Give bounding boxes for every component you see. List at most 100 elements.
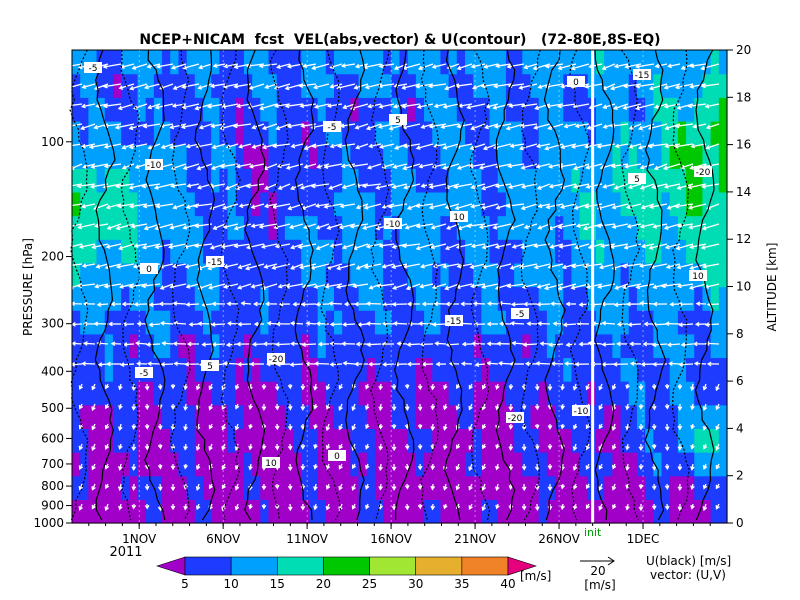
- wind-vector-head: [211, 144, 217, 150]
- wind-vector-head: [486, 341, 492, 347]
- wind-vector-head: [210, 123, 216, 129]
- wind-vector-head: [234, 425, 240, 431]
- speed-cell: [448, 215, 458, 240]
- wind-vector: [107, 223, 122, 230]
- wind-vector-head: [262, 341, 268, 347]
- wind-vector-head: [142, 123, 148, 129]
- speed-cell: [325, 381, 335, 406]
- speed-cell: [211, 428, 220, 453]
- vector-reference-value: 20: [590, 564, 605, 578]
- speed-cell: [276, 404, 286, 429]
- wind-vector: [614, 103, 629, 110]
- wind-vector: [134, 243, 148, 247]
- wind-vector-head: [455, 405, 460, 411]
- speed-cell: [194, 191, 204, 217]
- wind-vector-head: [649, 204, 654, 210]
- speed-cell: [473, 286, 482, 311]
- wind-vector-head: [237, 321, 242, 327]
- speed-cell: [424, 262, 433, 288]
- speed-cell: [489, 73, 499, 98]
- wind-vector: [143, 123, 161, 128]
- wind-vector: [612, 203, 629, 209]
- x-tick-label: 26NOV: [538, 532, 580, 546]
- wind-vector: [614, 183, 629, 189]
- speed-cell: [276, 286, 286, 311]
- wind-vector-head: [365, 424, 370, 430]
- u-contour-label-bg: [633, 69, 651, 80]
- speed-cell: [661, 239, 671, 264]
- wind-vector-head: [368, 285, 374, 290]
- wind-vector: [537, 183, 551, 190]
- speed-cell: [145, 475, 155, 500]
- wind-vector: [252, 123, 265, 129]
- speed-cell: [465, 286, 474, 311]
- speed-cell: [276, 215, 286, 240]
- u-contour-label-text: 0: [334, 452, 340, 462]
- wind-vector-head: [456, 65, 462, 71]
- speed-cell: [563, 286, 573, 311]
- wind-vector-head: [148, 322, 154, 328]
- wind-vector-head: [317, 341, 323, 347]
- wind-vector-head: [510, 321, 515, 326]
- speed-cell: [80, 168, 89, 193]
- speed-cell: [366, 144, 376, 169]
- speed-cell: [260, 310, 270, 335]
- speed-cell: [72, 239, 81, 264]
- wind-vector-head: [481, 424, 487, 430]
- speed-cell: [710, 286, 720, 311]
- wind-vector: [363, 223, 382, 229]
- speed-cell: [268, 97, 278, 122]
- wind-vector-head: [481, 444, 487, 450]
- speed-cell: [686, 452, 695, 477]
- speed-cell: [473, 475, 482, 500]
- speed-cell: [604, 357, 613, 382]
- speed-cell: [522, 381, 532, 406]
- speed-cell: [514, 50, 523, 75]
- speed-cell: [137, 310, 147, 335]
- wind-vector-head: [287, 485, 293, 491]
- wind-vector-head: [274, 425, 280, 431]
- wind-vector-head: [560, 83, 565, 89]
- wind-vector-head: [324, 284, 330, 289]
- wind-vector: [148, 143, 161, 149]
- wind-vector-head: [584, 144, 589, 149]
- speed-cell: [653, 452, 663, 477]
- speed-cell: [301, 168, 311, 193]
- speed-cell: [366, 286, 376, 311]
- speed-cell: [104, 475, 114, 500]
- speed-cell: [514, 499, 523, 524]
- wind-vector: [95, 283, 109, 288]
- speed-cell: [555, 452, 564, 477]
- speed-cell: [555, 310, 564, 335]
- wind-vector-head: [208, 424, 213, 430]
- speed-cell: [620, 333, 630, 359]
- wind-vector-head: [154, 104, 160, 110]
- speed-cell: [424, 286, 433, 311]
- speed-cell: [604, 191, 613, 217]
- speed-cell: [276, 239, 286, 264]
- speed-cell: [227, 499, 237, 524]
- speed-cell: [628, 310, 638, 335]
- speed-cell: [170, 404, 180, 429]
- speed-cell: [334, 475, 343, 500]
- wind-vector-head: [455, 485, 460, 491]
- wind-vector-head: [674, 203, 680, 209]
- wind-vector: [443, 103, 460, 108]
- wind-vector-head: [363, 205, 369, 210]
- speed-cell: [456, 452, 466, 477]
- y-right-tick-label: 8: [736, 327, 744, 341]
- wind-vector-head: [245, 244, 251, 250]
- speed-cell: [252, 286, 261, 311]
- speed-cell: [227, 144, 237, 169]
- speed-cell: [546, 191, 556, 217]
- speed-cell: [137, 168, 147, 193]
- speed-cell: [407, 333, 417, 359]
- speed-cell: [604, 239, 613, 264]
- wind-vector-head: [136, 321, 142, 327]
- wind-vector: [611, 83, 629, 90]
- wind-vector-head: [535, 164, 541, 169]
- speed-cell: [112, 475, 122, 500]
- wind-vector: [264, 183, 278, 190]
- speed-cell: [186, 286, 196, 311]
- speed-cell: [243, 333, 253, 359]
